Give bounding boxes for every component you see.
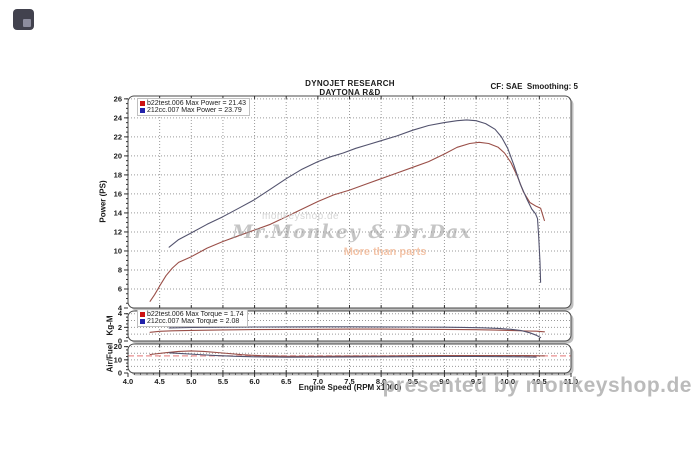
power-curve-b22test.006	[149, 141, 545, 302]
power-ytick-label: 18	[114, 170, 122, 179]
power-ytick-label: 12	[114, 227, 122, 236]
xtick-label: 8.5	[408, 377, 418, 386]
legend-entry: b22test.006 Max Torque = 1.74	[140, 311, 244, 318]
power-ytick-label: 6	[118, 284, 122, 293]
xtick-label: 4.0	[123, 377, 133, 386]
power-ytick-label: 8	[118, 265, 122, 274]
xtick-label: 9.5	[471, 377, 481, 386]
corner-logo-detail	[23, 19, 31, 27]
power-ytick-label: 26	[114, 94, 122, 103]
legend-swatch-icon	[140, 101, 145, 106]
af-ytick-label: 20	[114, 342, 122, 351]
xtick-label: 6.5	[281, 377, 291, 386]
power-legend: b22test.006 Max Power = 21.43 212cc.007 M…	[137, 98, 251, 116]
torque-ytick-label: 0	[118, 337, 122, 346]
xtick-label: 5.5	[218, 377, 228, 386]
watermark-monkey: Mr.Monkey & Dr.Dax	[232, 221, 472, 243]
legend-entry: 212cc.007 Max Power = 23.79	[140, 107, 246, 114]
legend-swatch-icon	[140, 108, 145, 113]
torque-ytick-label: 4	[118, 309, 123, 318]
power-ytick-label: 24	[114, 113, 123, 122]
legend-label: 212cc.007 Max Torque = 2.08	[147, 318, 240, 325]
torque-ytick-label: 2	[118, 323, 122, 332]
legend-swatch-icon	[140, 312, 145, 317]
torque-curve-b22test.006	[149, 328, 545, 333]
x-axis-label: Engine Speed (RPM x1000)	[298, 383, 402, 392]
chart-subtitle: DAYTONA R&D	[319, 88, 381, 97]
xtick-label: 10.0	[500, 377, 515, 386]
power-ytick-label: 20	[114, 151, 122, 160]
power-ytick-label: 16	[114, 189, 122, 198]
torque-curve-212cc.007	[168, 326, 542, 339]
xtick-label: 6.0	[249, 377, 259, 386]
xtick-label: 7.0	[313, 377, 323, 386]
xtick-label: 4.5	[154, 377, 164, 386]
xtick-label: 9.0	[439, 377, 449, 386]
torque-legend: b22test.006 Max Torque = 1.74 212cc.007 M…	[137, 309, 248, 327]
af-ytick-label: 10	[114, 355, 122, 364]
power-ytick-label: 22	[114, 132, 122, 141]
xtick-label: 10.5	[532, 377, 547, 386]
xtick-label: 8.0	[376, 377, 386, 386]
watermark-presented-by: presented by monkeyshop.de	[382, 374, 692, 397]
corner-logo	[13, 9, 34, 30]
af-curve-b22test.006	[149, 350, 545, 357]
legend-label: 212cc.007 Max Power = 23.79	[147, 107, 242, 114]
xtick-label: 7.5	[344, 377, 354, 386]
chart-title: DYNOJET RESEARCH	[305, 79, 395, 88]
power-panel: 4 6 8 10 12 14 16 18 20 22 24 26	[114, 94, 574, 313]
af-panel: 0 10 20 4.0 4.5 5.0 5.5 6.0 6.5 7.0 7.5 8.0 8.5 9.0 9.…	[114, 342, 578, 386]
xtick-label: 5.0	[186, 377, 196, 386]
correction-info: CF: SAE Smoothing: 5	[490, 82, 578, 91]
power-ytick-label: 10	[114, 246, 122, 255]
legend-entry: 212cc.007 Max Torque = 2.08	[140, 318, 244, 325]
legend-swatch-icon	[140, 319, 145, 324]
power-curve-212cc.007	[168, 119, 542, 283]
legend-label: b22test.006 Max Torque = 1.74	[147, 311, 244, 318]
xtick-label: 11.0	[564, 377, 578, 386]
watermark-shop-small: monkeyshop.de	[262, 211, 340, 222]
af-ytick-label: 0	[118, 369, 122, 378]
watermark-slogan: More than parts	[343, 246, 427, 258]
af-curve-212cc.007	[168, 352, 537, 358]
power-ytick-label: 4	[118, 304, 123, 313]
legend-entry: b22test.006 Max Power = 21.43	[140, 100, 246, 107]
power-ytick-label: 14	[114, 208, 123, 217]
legend-label: b22test.006 Max Power = 21.43	[147, 100, 247, 107]
